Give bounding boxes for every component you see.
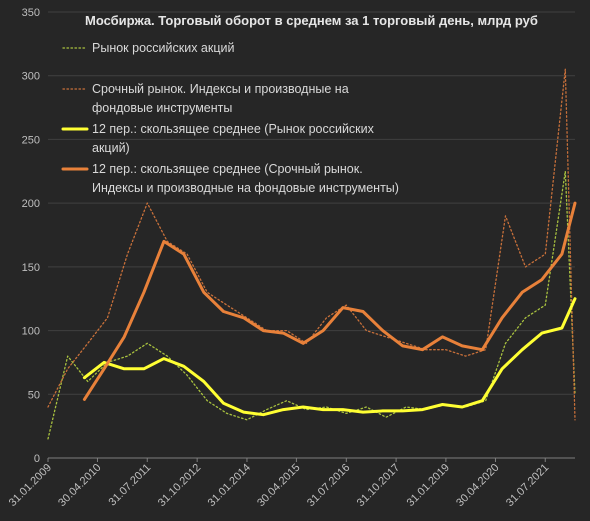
y-axis: 0 50 100 150 200 250 300 350 <box>22 7 40 465</box>
y-tick-label: 250 <box>22 134 40 146</box>
x-tick-label: 30.04.2010 <box>56 462 103 509</box>
x-tick-label: 31.10.2017 <box>355 462 402 509</box>
x-tick-label: 30.04.2015 <box>255 462 302 509</box>
grid <box>48 11 575 459</box>
y-tick-label: 50 <box>28 389 40 401</box>
x-tick-label: 31.07.2016 <box>305 462 352 509</box>
y-tick-label: 100 <box>22 326 40 338</box>
legend-entry: 12 пер.: скользящее среднее (Срочный рын… <box>92 162 399 195</box>
y-tick-label: 300 <box>22 71 40 83</box>
y-tick-label: 200 <box>22 198 40 210</box>
x-tick-label: 31.01.2009 <box>7 462 54 509</box>
series-line-2 <box>47 68 576 421</box>
x-tick-label: 31.07.2021 <box>504 462 551 509</box>
legend-entry: 12 пер.: скользящее среднее (Рынок росси… <box>92 122 375 155</box>
legend-entry: Срочный рынок. Индексы и производные на ф… <box>92 82 349 115</box>
y-tick-label: 0 <box>34 453 40 465</box>
series-line-4 <box>82 201 577 401</box>
y-tick-label: 150 <box>22 262 40 274</box>
x-tick-label: 31.10.2012 <box>156 462 203 509</box>
legend: Рынок российских акций Срочный рынок. Инд… <box>61 41 399 195</box>
y-tick-label: 350 <box>22 7 40 19</box>
x-axis: 31.01.2009 30.04.2010 31.07.2011 31.10.2012… <box>7 458 551 509</box>
series-layer <box>47 68 577 440</box>
series-line-3 <box>82 297 577 417</box>
x-tick-label: 31.01.2019 <box>405 462 452 509</box>
series-line-1 <box>47 170 576 440</box>
x-tick-label: 30.04.2020 <box>454 462 501 509</box>
x-tick-label: 31.07.2011 <box>107 462 154 509</box>
legend-entry: Рынок российских акций <box>92 41 234 55</box>
x-tick-label: 31.01.2014 <box>206 462 253 509</box>
chart-title: Мосбиржа. Торговый оборот в среднем за 1… <box>85 13 538 28</box>
